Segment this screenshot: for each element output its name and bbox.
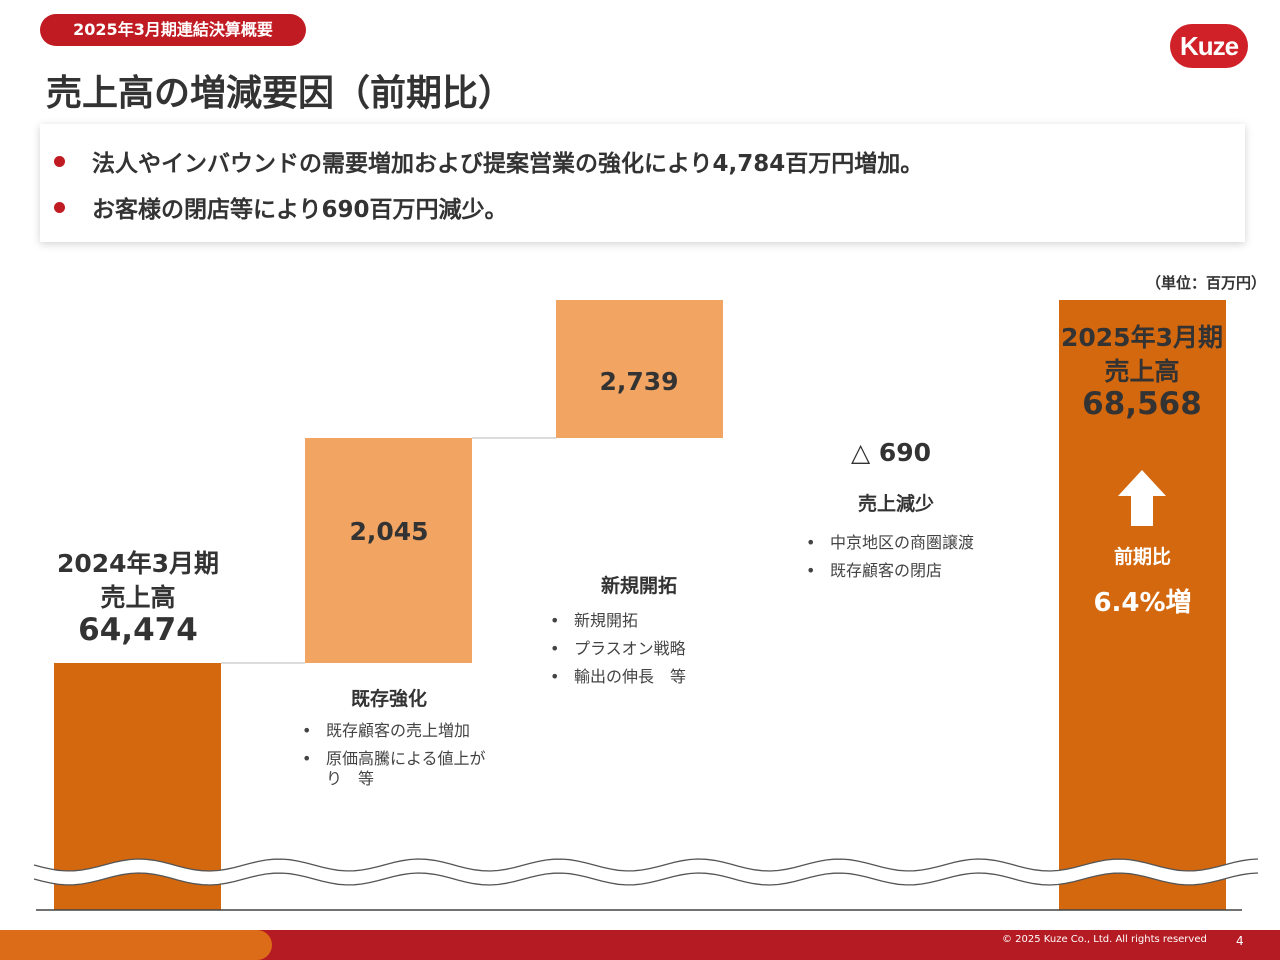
step-value-label: 2,739 [599,367,679,396]
end-period-label: 2025年3月期 [1061,323,1223,352]
step-value-label: 2,045 [349,517,429,546]
page-title: 売上高の増減要因（前期比） [46,73,515,114]
list-item: 原価高騰による値上がり 等 [300,749,500,789]
axis-break-wave [33,858,1259,872]
step-bullet-list: 新規開拓 プラスオン戦略 輸出の伸長 等 [548,611,748,695]
end-value-label: 68,568 [1082,386,1202,422]
start-period-label: 2024年3月期 [57,549,219,578]
page-number: 4 [1236,934,1244,948]
bullet-dot-icon [54,156,65,167]
list-item: プラスオン戦略 [548,639,748,659]
bar-end-total [1059,300,1226,910]
step-bullet-list: 既存顧客の売上増加 原価高騰による値上がり 等 [300,721,500,797]
axis-break-wave [33,872,1259,886]
step-category-label: 既存強化 [350,688,427,710]
step-value-label: △ 690 [850,438,932,467]
bar-increase [305,438,472,663]
start-value-label: 64,474 [78,612,198,648]
step-category-label: 新規開拓 [600,575,677,597]
unit-label: （単位：百万円） [1145,274,1266,292]
summary-point-2: お客様の閉店等により690百万円減少。 [92,197,508,223]
section-label: 2025年3月期連結決算概要 [40,14,306,46]
growth-label: 前期比 [1113,546,1171,568]
bullet-dot-icon [54,202,65,213]
summary-box: 法人やインバウンドの需要増加および提案営業の強化により4,784百万円増加。 お… [40,124,1245,242]
list-item: 新規開拓 [548,611,748,631]
kuze-logo: Kuze [1170,24,1248,68]
growth-value: 6.4%増 [1093,588,1192,618]
list-item: 中京地区の商圏譲渡 [804,533,1024,553]
list-item: 既存顧客の売上増加 [300,721,500,741]
step-category-label: 売上減少 [857,493,934,515]
end-label: 売上高 [1104,357,1180,386]
bar-increase [556,300,723,438]
footer-accent [0,930,272,960]
up-arrow-icon [1118,470,1166,526]
list-item: 既存顧客の閉店 [804,561,1024,581]
axis-break-band [34,859,1262,885]
summary-point-1: 法人やインバウンドの需要増加および提案営業の強化により4,784百万円増加。 [92,151,924,177]
waterfall-chart [33,300,1262,911]
step-bullet-list: 中京地区の商圏譲渡 既存顧客の閉店 [804,533,1024,589]
list-item: 輸出の伸長 等 [548,667,748,687]
start-label: 売上高 [100,583,176,612]
copyright: © 2025 Kuze Co., Ltd. All rights reserve… [1002,934,1207,945]
